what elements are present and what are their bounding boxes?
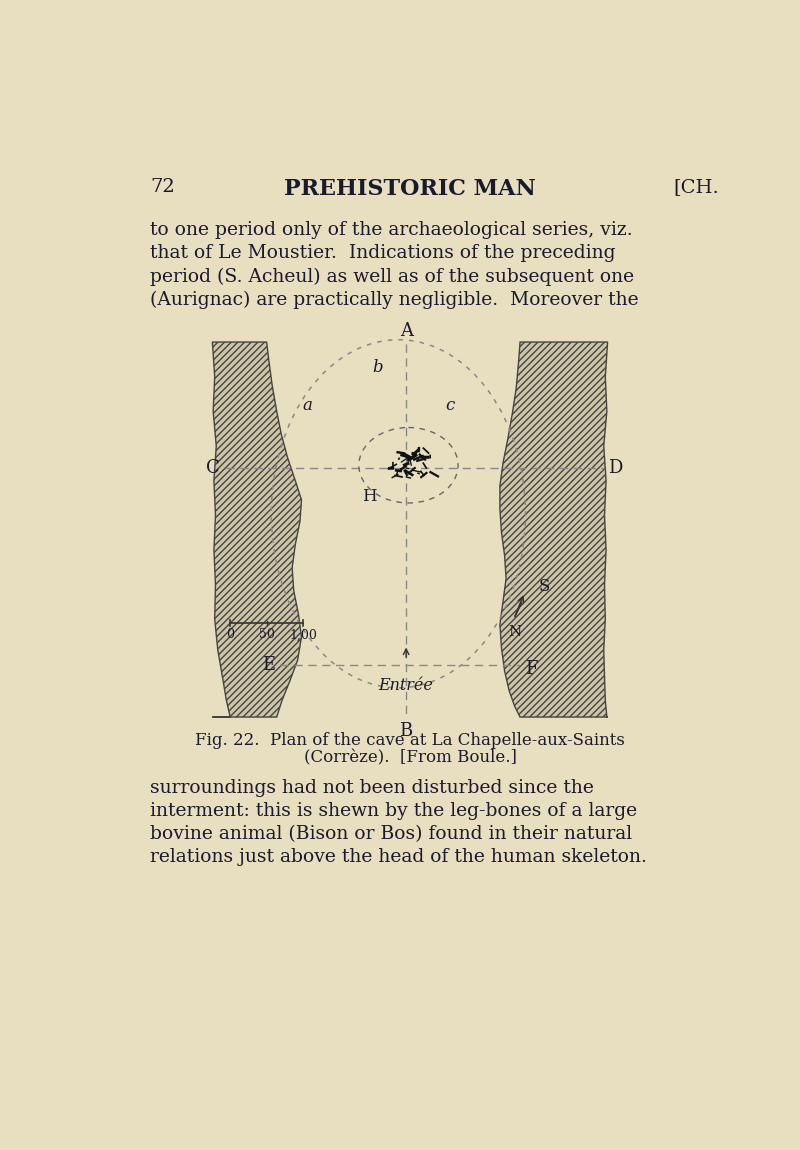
Text: b: b: [372, 359, 382, 376]
Text: C: C: [206, 459, 220, 476]
Text: E: E: [262, 657, 275, 674]
Polygon shape: [212, 342, 302, 718]
Text: Fig. 22.  Plan of the cave at La Chapelle-aux-Saints: Fig. 22. Plan of the cave at La Chapelle…: [195, 733, 625, 750]
Text: F: F: [525, 660, 538, 678]
Text: c: c: [446, 398, 455, 414]
Text: [CH.: [CH.: [674, 178, 719, 196]
Polygon shape: [500, 342, 608, 718]
Text: that of Le Moustier.  Indications of the preceding: that of Le Moustier. Indications of the …: [150, 244, 616, 262]
Text: A: A: [400, 322, 413, 339]
Text: (Corrèze).  [From Boule.]: (Corrèze). [From Boule.]: [303, 750, 517, 766]
Text: relations just above the head of the human skeleton.: relations just above the head of the hum…: [150, 848, 647, 866]
Text: 50: 50: [258, 629, 274, 642]
Text: (Aurignac) are practically negligible.  Moreover the: (Aurignac) are practically negligible. M…: [150, 291, 639, 308]
Text: H: H: [362, 488, 377, 505]
Text: PREHISTORIC MAN: PREHISTORIC MAN: [284, 178, 536, 200]
Text: D: D: [609, 459, 622, 476]
Text: S: S: [538, 577, 550, 595]
Text: bovine animal (Bison or Bos) found in their natural: bovine animal (Bison or Bos) found in th…: [150, 825, 633, 843]
Text: 72: 72: [150, 178, 175, 196]
Text: period (S. Acheul) as well as of the subsequent one: period (S. Acheul) as well as of the sub…: [150, 267, 634, 285]
Text: Entrée: Entrée: [378, 677, 434, 693]
Text: interment: this is shewn by the leg-bones of a large: interment: this is shewn by the leg-bone…: [150, 802, 638, 820]
Text: surroundings had not been disturbed since the: surroundings had not been disturbed sinc…: [150, 779, 594, 797]
Text: 1,00: 1,00: [289, 629, 317, 642]
Text: 0: 0: [226, 629, 234, 642]
Text: a: a: [302, 398, 313, 414]
Text: to one period only of the archaeological series, viz.: to one period only of the archaeological…: [150, 221, 633, 239]
Text: N: N: [508, 624, 522, 638]
Text: B: B: [399, 722, 413, 739]
